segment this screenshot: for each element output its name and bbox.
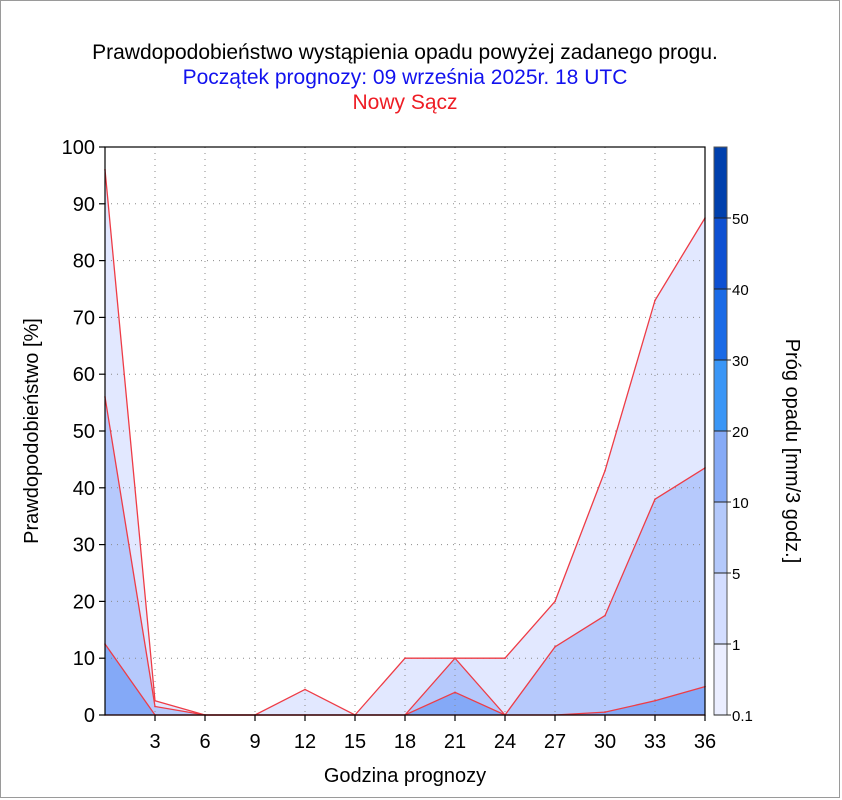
data-point bbox=[554, 646, 556, 648]
title-block: Prawdopodobieństwo wystąpienia opadu pow… bbox=[0, 40, 810, 116]
data-point bbox=[454, 691, 456, 694]
area-threshold-1 bbox=[105, 396, 705, 715]
x-tick-label: 9 bbox=[249, 731, 260, 753]
data-point bbox=[604, 469, 606, 472]
data-point bbox=[154, 705, 156, 708]
data-point bbox=[454, 657, 456, 659]
colorbar-label: 20 bbox=[732, 424, 749, 441]
colorbar-label: 5 bbox=[732, 566, 740, 583]
colorbar-label: 1 bbox=[732, 637, 740, 654]
data-point bbox=[504, 657, 506, 659]
colorbar-segment bbox=[714, 218, 727, 289]
colorbar-label: 10 bbox=[732, 495, 749, 512]
y-tick-label: 100 bbox=[62, 137, 95, 159]
y-tick-label: 90 bbox=[73, 194, 95, 216]
colorbar-segment bbox=[714, 431, 727, 502]
data-point bbox=[604, 614, 606, 617]
y-tick-label: 60 bbox=[73, 364, 95, 386]
colorbar-segment bbox=[714, 502, 727, 573]
x-tick-label: 27 bbox=[544, 731, 566, 753]
colorbar-title: Próg opadu [mm/3 godz.] bbox=[781, 339, 803, 564]
colorbar-segment bbox=[714, 360, 727, 431]
x-axis-label: Godzina prognozy bbox=[324, 765, 486, 787]
colorbar-label: 30 bbox=[732, 353, 749, 370]
x-tick-label: 33 bbox=[644, 731, 666, 753]
x-tick-label: 21 bbox=[444, 731, 466, 753]
colorbar-label: 40 bbox=[732, 282, 749, 299]
data-point bbox=[654, 299, 656, 302]
y-tick-label: 0 bbox=[84, 705, 95, 727]
x-tick-label: 36 bbox=[694, 731, 716, 753]
location-name: Nowy Sącz bbox=[352, 91, 458, 114]
y-tick-label: 10 bbox=[73, 648, 95, 670]
area-threshold-2 bbox=[105, 644, 705, 715]
y-tick-label: 20 bbox=[73, 591, 95, 613]
colorbar-segment bbox=[714, 573, 727, 644]
y-tick-label: 40 bbox=[73, 478, 95, 500]
x-tick-label: 18 bbox=[394, 731, 416, 753]
x-tick-label: 3 bbox=[149, 731, 160, 753]
x-tick-label: 24 bbox=[494, 731, 516, 753]
y-axis-label: Prawdopodobieństwo [%] bbox=[21, 318, 43, 544]
x-tick-label: 30 bbox=[594, 731, 616, 753]
x-tick-label: 12 bbox=[294, 731, 316, 753]
x-tick-label: 6 bbox=[199, 731, 210, 753]
colorbar-label: 50 bbox=[732, 211, 749, 228]
data-point bbox=[404, 657, 406, 659]
y-tick-label: 50 bbox=[73, 421, 95, 443]
colorbar-segment bbox=[714, 644, 727, 715]
data-point bbox=[654, 700, 656, 702]
data-point bbox=[604, 711, 606, 713]
colorbar-segment bbox=[714, 147, 727, 218]
forecast-start: Początek prognozy: 09 września 2025r. 18… bbox=[182, 66, 628, 89]
y-tick-label: 80 bbox=[73, 251, 95, 273]
data-point bbox=[654, 498, 656, 500]
colorbar-segment bbox=[714, 289, 727, 360]
data-point bbox=[554, 600, 556, 603]
chart-title: Prawdopodobieństwo wystąpienia opadu pow… bbox=[92, 41, 718, 64]
y-tick-label: 70 bbox=[73, 307, 95, 329]
y-tick-label: 30 bbox=[73, 535, 95, 557]
colorbar-label: 0.1 bbox=[732, 708, 753, 725]
data-point bbox=[304, 688, 306, 691]
x-tick-label: 15 bbox=[344, 731, 366, 753]
